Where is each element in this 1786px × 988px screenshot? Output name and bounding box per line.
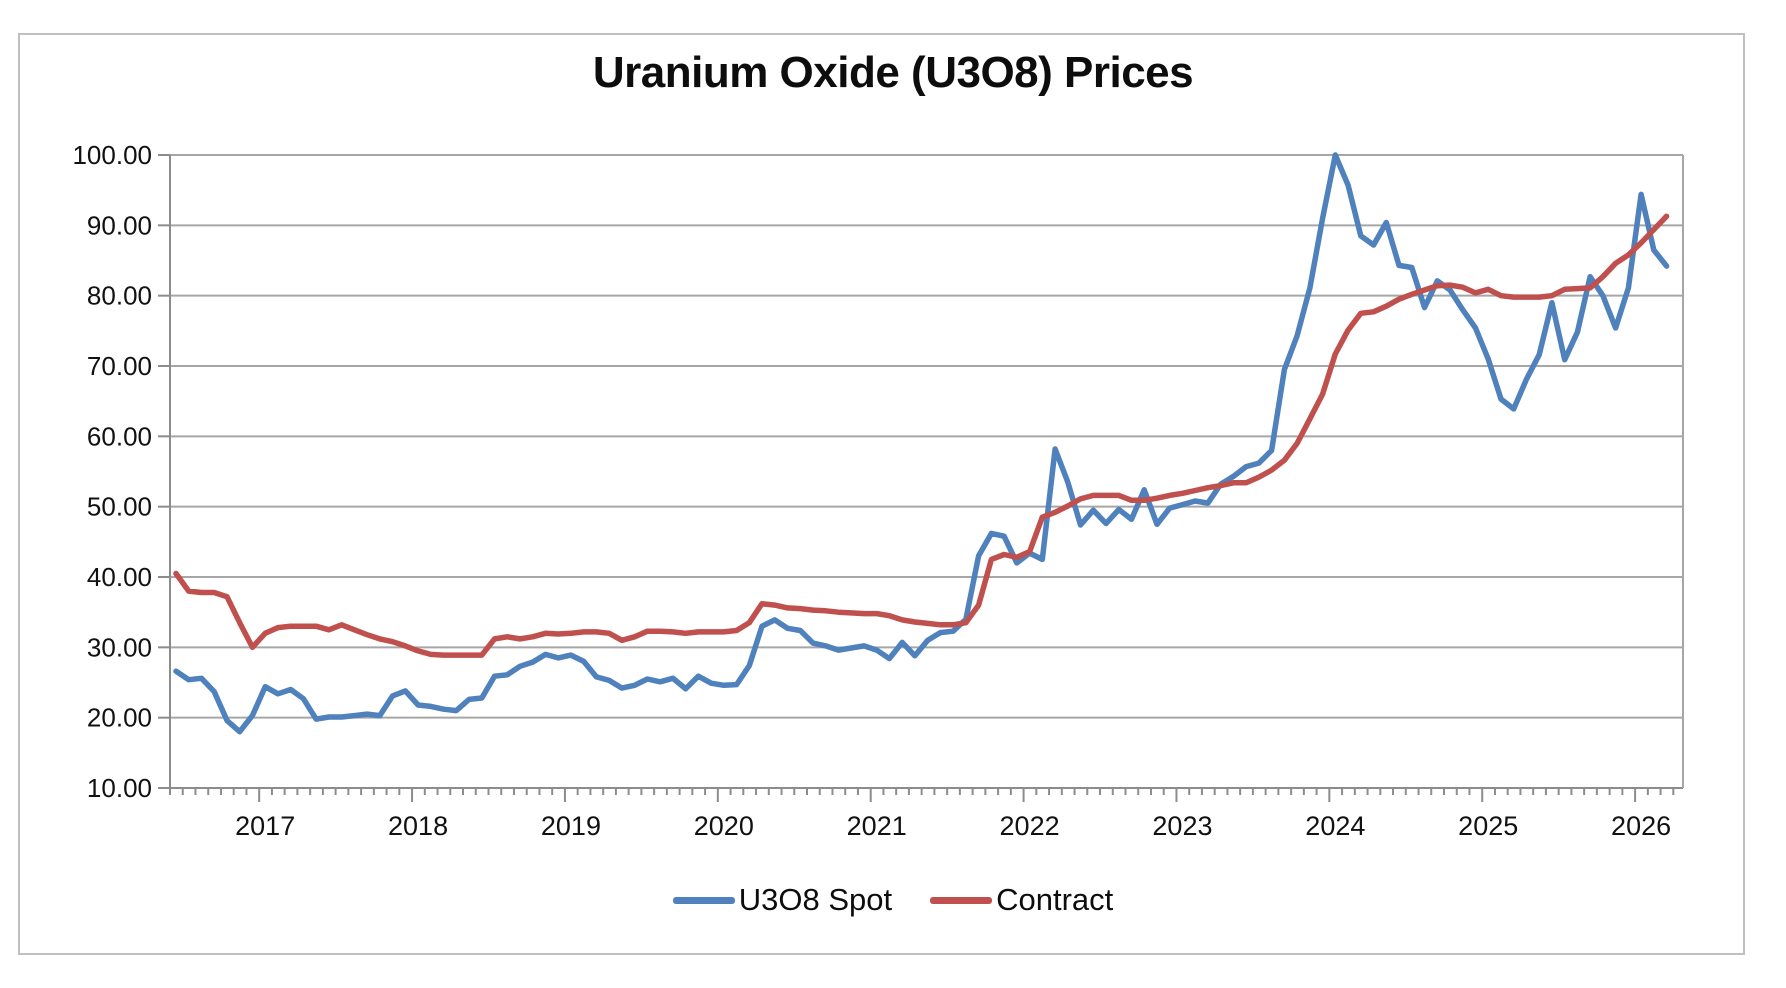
spot-legend-label: U3O8 Spot <box>738 882 893 917</box>
x-axis-label: 2026 <box>1611 811 1671 841</box>
y-axis-label: 60.00 <box>87 421 152 451</box>
x-axis-label: 2020 <box>694 811 754 841</box>
y-axis-label: 100.00 <box>72 140 152 170</box>
x-axis-label: 2017 <box>235 811 295 841</box>
y-axis-label: 70.00 <box>87 351 152 381</box>
legend-item-spot: U3O8 Spot <box>672 882 893 918</box>
y-axis-label: 90.00 <box>87 210 152 240</box>
x-axis-label: 2024 <box>1305 811 1365 841</box>
y-axis-label: 10.00 <box>87 773 152 803</box>
series-line-u3o8-spot <box>173 152 1670 735</box>
contract-legend-label: Contract <box>996 882 1114 917</box>
x-axis-label: 2023 <box>1152 811 1212 841</box>
x-axis-label: 2022 <box>1000 811 1060 841</box>
y-axis-label: 80.00 <box>87 281 152 311</box>
y-axis-label: 30.00 <box>87 632 152 662</box>
x-axis-label: 2021 <box>847 811 907 841</box>
legend: U3O8 Spot Contract <box>0 882 1786 918</box>
contract-line-swatch <box>930 896 993 904</box>
y-axis-label: 50.00 <box>87 492 152 522</box>
x-axis-label: 2018 <box>388 811 448 841</box>
x-axis-label: 2025 <box>1458 811 1518 841</box>
x-axis-label: 2019 <box>541 811 601 841</box>
spot-line-swatch <box>672 896 735 904</box>
series-line-contract <box>173 213 1670 658</box>
chart-title: Uranium Oxide (U3O8) Prices <box>592 48 1194 97</box>
chart-border <box>18 33 1745 955</box>
y-axis-label: 20.00 <box>87 703 152 733</box>
y-axis-label: 40.00 <box>87 562 152 592</box>
legend-item-contract: Contract <box>930 882 1113 918</box>
